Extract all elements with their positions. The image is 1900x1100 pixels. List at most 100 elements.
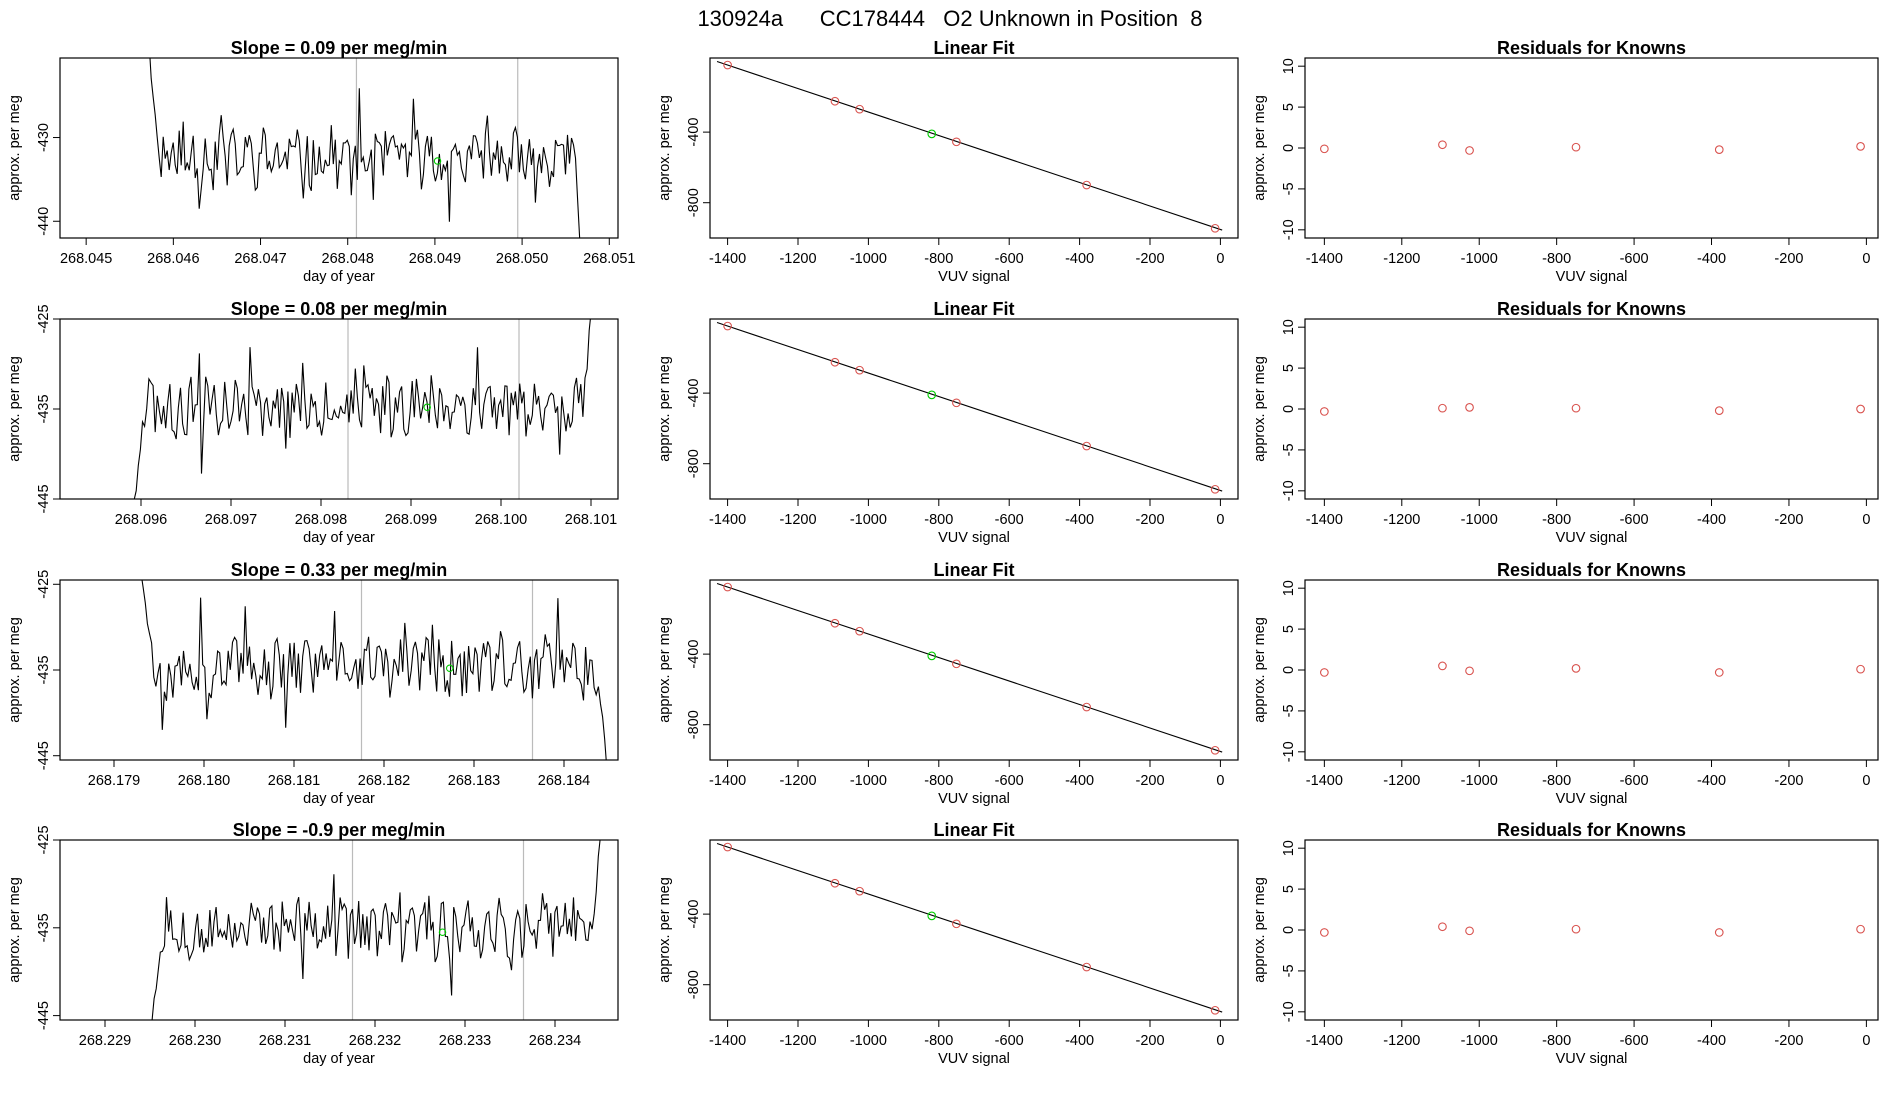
y-tick-label: -425 [36, 304, 52, 333]
y-tick-label: -445 [36, 741, 52, 770]
x-tick-label: -600 [1620, 251, 1649, 267]
y-axis-label: approx. per meg [7, 617, 23, 723]
x-tick-label: 268.099 [385, 512, 437, 528]
x-tick-label: -600 [995, 773, 1024, 789]
x-tick-label: -1400 [1306, 1033, 1343, 1049]
fit-line [716, 583, 1223, 753]
highlight-point [433, 157, 442, 165]
panel-res-3: Residuals for Knowns-1400 -1200 -1000 -800-… [1252, 560, 1879, 807]
x-axis-label: VUV signal [1556, 530, 1628, 546]
x-axis-label: day of year [303, 791, 375, 807]
x-axis-label: VUV signal [938, 530, 1010, 546]
x-tick-label: -600 [995, 1033, 1024, 1049]
x-tick-label: 268.230 [169, 1033, 221, 1049]
x-tick-label: -1000 [850, 251, 887, 267]
unknown-point [927, 651, 937, 661]
fit-line [716, 843, 1223, 1013]
plot-area [716, 321, 1223, 494]
x-tick-label: -600 [995, 512, 1024, 528]
known-point [952, 659, 961, 669]
x-tick-label: 268.229 [79, 1033, 131, 1049]
plot-area [133, 319, 591, 499]
x-axis-label: VUV signal [1556, 269, 1628, 285]
x-tick-label: -1000 [850, 1033, 887, 1049]
x-tick-label: 268.100 [475, 512, 527, 528]
y-tick-label: -430 [36, 123, 52, 152]
x-tick-label: 268.096 [115, 512, 167, 528]
y-tick-label: -445 [36, 1001, 52, 1030]
x-tick-label: 268.234 [529, 1033, 581, 1049]
panel-title: Residuals for Knowns [1497, 38, 1686, 58]
x-tick-label: 268.101 [565, 512, 617, 528]
x-tick-label: -1000 [1461, 512, 1498, 528]
x-tick-label: -800 [924, 251, 953, 267]
y-tick-label: -800 [686, 188, 702, 217]
x-tick-label: -400 [1065, 251, 1094, 267]
x-tick-label: -1400 [1306, 512, 1343, 528]
y-axis-label: approx. per meg [7, 356, 23, 462]
y-tick-label: 10 [1281, 58, 1297, 74]
x-tick-label: 268.098 [295, 512, 347, 528]
plot-area [716, 842, 1223, 1015]
x-tick-label: -400 [1065, 773, 1094, 789]
plot-frame [59, 57, 619, 239]
x-tick-label: -1400 [1306, 251, 1343, 267]
y-axis-label: approx. per meg [7, 95, 23, 201]
x-tick-label: 268.047 [234, 251, 286, 267]
known-point [723, 60, 732, 70]
plot-area [716, 582, 1223, 755]
residual-point [1714, 668, 1724, 677]
known-point [1210, 223, 1220, 233]
plot-frame [59, 839, 619, 1021]
known-point [952, 919, 961, 929]
panel-res-2: Residuals for Knowns-1400 -1200 -1000 -800-… [1252, 299, 1879, 546]
plot-frame [709, 579, 1239, 761]
x-axis-label: VUV signal [938, 791, 1010, 807]
known-point [1082, 962, 1091, 972]
plot-area [1320, 661, 1865, 677]
y-tick-label: 5 [1281, 364, 1297, 372]
unknown-point [927, 911, 937, 921]
known-point [952, 137, 961, 147]
y-tick-label: -800 [686, 970, 702, 999]
residual-point [1320, 928, 1329, 937]
residual-point [1320, 668, 1329, 677]
y-tick-label: 5 [1281, 103, 1297, 111]
x-tick-label: -1000 [1461, 251, 1498, 267]
x-tick-label: -1000 [850, 512, 887, 528]
y-axis-label: approx. per meg [1252, 95, 1268, 201]
residual-point [1465, 403, 1474, 412]
x-tick-label: -1400 [709, 773, 746, 789]
x-tick-label: -1200 [779, 512, 816, 528]
x-tick-label: 268.051 [583, 251, 635, 267]
y-tick-label: -10 [1281, 480, 1297, 501]
y-tick-label: 0 [1281, 144, 1297, 152]
x-tick-label: -800 [1542, 773, 1571, 789]
y-tick-label: -800 [686, 710, 702, 739]
panel-title: Linear Fit [933, 299, 1014, 319]
panel-title: Linear Fit [933, 820, 1014, 840]
fit-line [716, 322, 1223, 492]
plot-area [141, 580, 607, 760]
x-tick-label: -1000 [1461, 773, 1498, 789]
x-tick-label: 0 [1216, 251, 1224, 267]
residual-point [1320, 144, 1329, 154]
known-point [1210, 484, 1220, 494]
panel-ts-4: Slope = -0.9 per meg/min 268.229 268.230 26… [7, 820, 619, 1067]
residual-point [1856, 664, 1865, 674]
x-tick-label: -1400 [1306, 773, 1343, 789]
highlight-point [438, 928, 447, 936]
y-axis-label: approx. per meg [1252, 877, 1268, 983]
known-point [830, 96, 840, 106]
x-tick-label: 268.233 [439, 1033, 491, 1049]
known-point [855, 104, 864, 114]
y-tick-label: -5 [1281, 964, 1297, 977]
x-tick-label: 268.179 [88, 773, 140, 789]
x-axis-label: day of year [303, 1051, 375, 1067]
residual-point [1856, 404, 1865, 414]
plot-frame [1304, 579, 1879, 761]
x-tick-label: -200 [1774, 773, 1803, 789]
plot-area [1320, 403, 1865, 416]
y-tick-label: 10 [1281, 319, 1297, 335]
plot-frame [59, 318, 619, 500]
